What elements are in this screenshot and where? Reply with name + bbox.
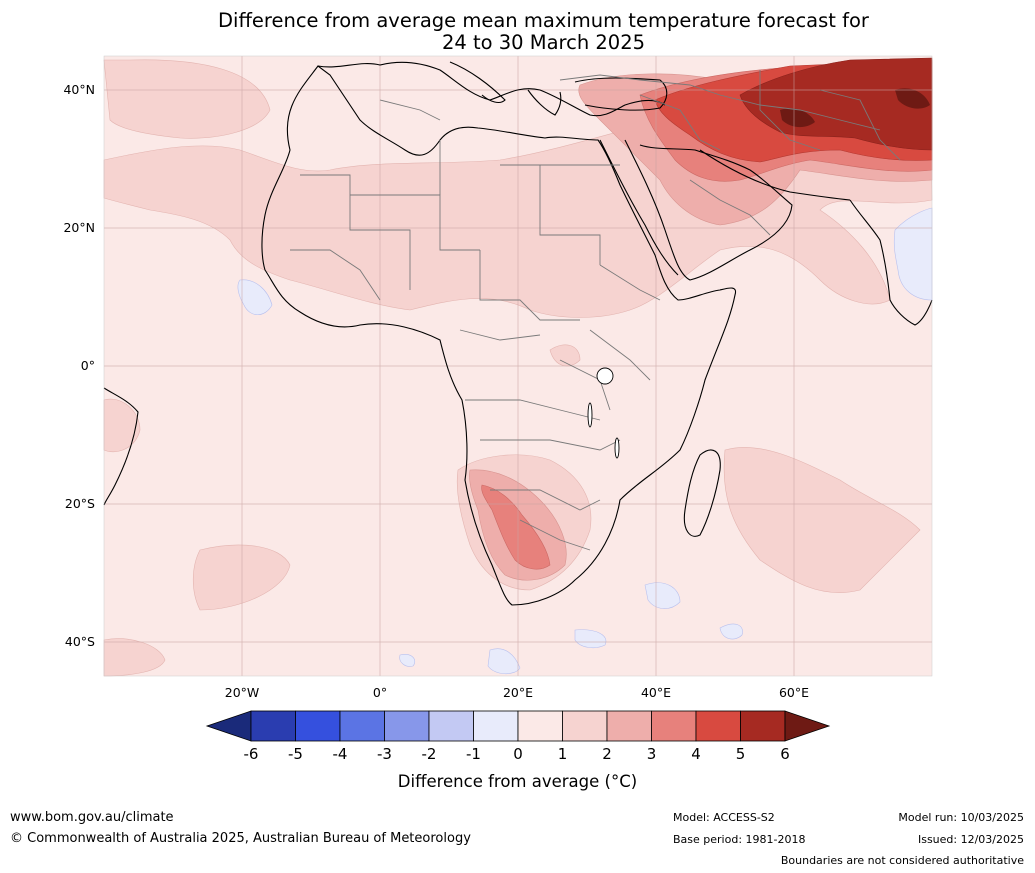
colorbar-tick: 6 — [780, 745, 790, 763]
colorbar-segment — [651, 710, 697, 742]
footer-model-run: Model run: 10/03/2025 — [898, 811, 1024, 824]
colorbar-extend-high — [784, 710, 831, 742]
footer-copyright: © Commonwealth of Australia 2025, Austra… — [10, 831, 471, 846]
colorbar-segment — [339, 710, 385, 742]
colorbar-segment — [250, 710, 296, 742]
coastlines — [103, 61, 933, 606]
colorbar-label: Difference from average (°C) — [397, 772, 638, 791]
country-borders — [290, 70, 901, 551]
greece-coastline — [527, 89, 562, 116]
lake-malawi — [614, 437, 620, 459]
colorbar-segment — [473, 710, 519, 742]
footer-base-period: Base period: 1981-2018 — [673, 833, 806, 846]
colorbar-tick: -6 — [243, 745, 259, 763]
colorbar-segment — [295, 710, 341, 742]
lon-label-20e: 20°E — [502, 685, 534, 700]
colorbar-tick: 0 — [513, 745, 523, 763]
anomaly-above-6-region-2 — [895, 88, 930, 109]
lon-label-60e: 60°E — [778, 685, 810, 700]
footer-note: Boundaries are not considered authoritat… — [780, 854, 1024, 867]
cool-anomaly-regions — [237, 207, 933, 675]
turkey-coastline — [574, 77, 668, 111]
lon-label-20w: 20°W — [224, 685, 260, 700]
red-sea-coastline — [599, 139, 679, 276]
footer-url[interactable]: www.bom.gov.au/climate — [10, 810, 174, 825]
footer-issued: Issued: 12/03/2025 — [917, 833, 1024, 846]
colorbar-tick: -4 — [332, 745, 348, 763]
lake-tanganyika — [587, 402, 593, 428]
africa-coastline — [261, 65, 737, 606]
lat-label-40s: 40°S — [64, 634, 95, 649]
colorbar-tick: 5 — [735, 745, 746, 763]
colorbar-segment — [562, 710, 608, 742]
lat-label-20s: 20°S — [64, 496, 95, 511]
lat-label-20n: 20°N — [63, 220, 95, 235]
title-line-1: Difference from average mean maximum tem… — [218, 9, 869, 32]
colorbar-tick: -1 — [466, 745, 481, 763]
map-title: Difference from average mean maximum tem… — [0, 10, 1035, 54]
colorbar-tick: -2 — [421, 745, 437, 763]
colorbar-tick: 1 — [557, 745, 568, 763]
italy-coastline — [449, 61, 506, 104]
iran-coastline — [699, 149, 851, 201]
colorbar-segment — [428, 710, 474, 742]
colorbar-tick: -3 — [377, 745, 392, 763]
lat-label-0: 0° — [80, 358, 95, 373]
graticule — [104, 56, 932, 676]
colorbar-tick: 3 — [646, 745, 657, 763]
colorbar — [205, 710, 831, 742]
lat-label-40n: 40°N — [63, 82, 95, 97]
colorbar-segment — [740, 710, 786, 742]
map-frame — [103, 55, 933, 677]
lon-label-0: 0° — [372, 685, 388, 700]
title-line-2: 24 to 30 March 2025 — [441, 31, 646, 54]
colorbar-segment — [384, 710, 430, 742]
anomaly-above-6-region — [780, 108, 815, 128]
colorbar-segment — [695, 710, 741, 742]
colorbar-tick: -5 — [288, 745, 303, 763]
colorbar-segment — [517, 710, 563, 742]
colorbar-extend-low — [205, 710, 252, 742]
lakes — [587, 367, 620, 459]
india-coastline — [849, 199, 933, 326]
madagascar-coastline — [683, 449, 721, 537]
anomaly-5-6-region — [739, 57, 933, 151]
europe-coastline — [317, 61, 666, 117]
colorbar-segment — [606, 710, 652, 742]
lon-label-40e: 40°E — [640, 685, 672, 700]
colorbar-tick: 2 — [602, 745, 612, 763]
south-america-coastline — [103, 387, 139, 506]
footer-model: Model: ACCESS-S2 — [673, 811, 775, 824]
lake-victoria — [596, 367, 614, 385]
colorbar-tick: 4 — [691, 745, 701, 763]
